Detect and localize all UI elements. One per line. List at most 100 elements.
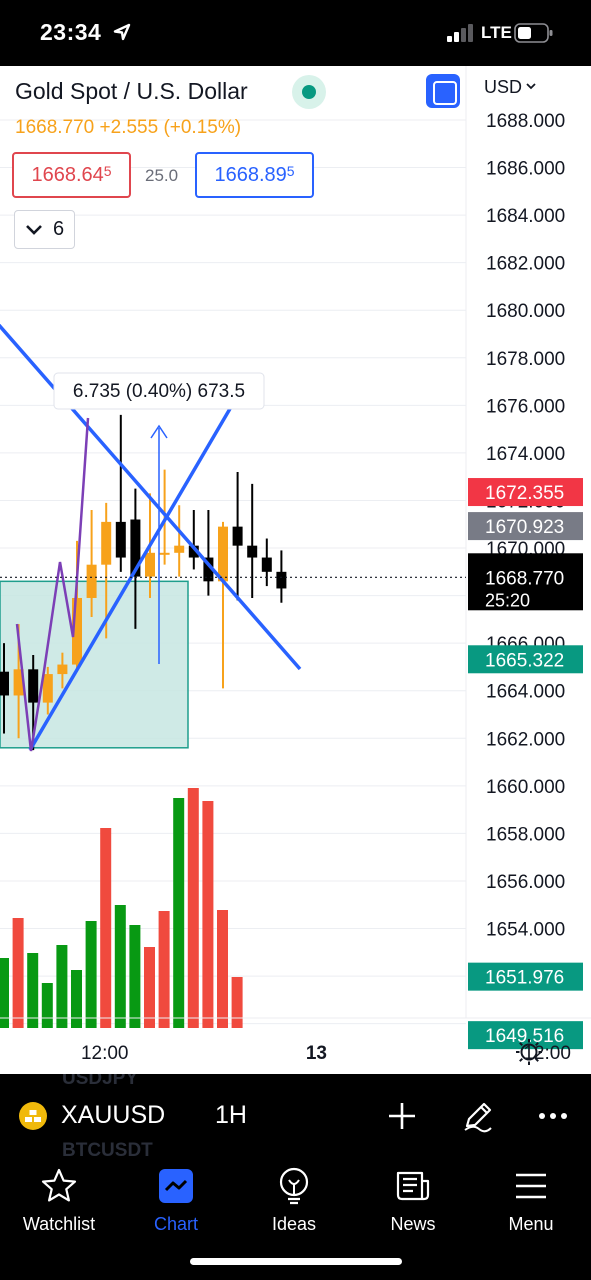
candle-body (145, 552, 155, 577)
candle (247, 483, 258, 598)
volume-bar (144, 947, 155, 1028)
star-icon (41, 1168, 77, 1202)
drawing-tools-button[interactable] (458, 1096, 498, 1136)
ask-pip: 5 (286, 163, 295, 179)
bid-pip: 5 (103, 163, 112, 179)
volume-bars (0, 788, 243, 1028)
price-label-text: 1670.923 (485, 517, 564, 538)
network-type: LTE (481, 23, 512, 42)
candle (101, 502, 112, 639)
price-labels: 1672.355 1670.923 1665.322 1651.976 1649.516… (468, 478, 583, 1050)
candle-body (86, 564, 97, 598)
price-label-badge (468, 645, 583, 674)
chevron-down-icon (26, 224, 42, 235)
price-tick-label: 1684.000 (486, 206, 565, 227)
time-axis: 12:00 13 12:00 (0, 1017, 591, 1065)
battery-icon (514, 23, 553, 43)
tab-news[interactable]: News (363, 1166, 463, 1235)
currency-label: USD (484, 77, 523, 97)
chart-area[interactable]: 6.735 (0.40%) 673.5 1688.000 1686.000 1684… (0, 66, 591, 1074)
volume-bar (41, 983, 53, 1028)
chart-settings-icon[interactable] (516, 1039, 542, 1065)
add-button[interactable] (382, 1096, 422, 1136)
tab-ideas[interactable]: Ideas (244, 1166, 344, 1235)
tab-label: Chart (153, 1214, 198, 1234)
ask-price: 1668.89 (214, 163, 287, 186)
current-price-badge (468, 553, 583, 611)
chart-canvas[interactable]: 6.735 (0.40%) 673.5 1688.000 1686.000 1684… (0, 66, 591, 1074)
pen-icon (464, 1102, 492, 1133)
price-label-text: 1672.355 (485, 483, 564, 504)
volume-bar (158, 911, 170, 1028)
indicators-toggle[interactable]: 6 (14, 210, 75, 249)
currency-selector[interactable]: USD (484, 77, 537, 98)
volume-bar (114, 905, 126, 1028)
interval-selector[interactable]: 1H (215, 1101, 247, 1129)
candle (218, 521, 228, 689)
volume-bar (85, 921, 97, 1028)
price-tick-label: 1656.000 (486, 872, 565, 893)
menu-icon (516, 1173, 546, 1199)
signal-bars-icon (447, 24, 473, 42)
candle-body (174, 545, 185, 553)
volume-bar (0, 958, 9, 1028)
volume-bar (27, 953, 39, 1028)
price-label-text: 1665.322 (485, 650, 564, 671)
status-bar: 23:34 LTE (0, 0, 591, 66)
gold-bars-icon (19, 1102, 47, 1130)
bid-price: 1668.64 (31, 163, 104, 186)
price-tick-label: 1676.000 (486, 396, 565, 417)
candle-body (247, 545, 258, 558)
measure-tooltip (53, 372, 265, 410)
more-button[interactable] (533, 1096, 573, 1136)
candle-body (232, 526, 243, 546)
candle (261, 538, 272, 587)
volume-bar (56, 945, 68, 1028)
candle-body (42, 674, 53, 703)
candle-body (218, 526, 228, 582)
drawings: 6.735 (0.40%) 673.5 (0, 323, 466, 752)
trend-line-down (0, 323, 302, 671)
candle (232, 471, 243, 601)
buy-button[interactable]: 1668.89 5 (195, 152, 314, 198)
price-tick-label: 1688.000 (486, 111, 565, 132)
chevron-down-icon (526, 83, 536, 90)
price-label-badge (468, 512, 583, 541)
price-tick-label: 1658.000 (486, 824, 565, 845)
settings-icon-circle (520, 1043, 538, 1061)
spread-value: 25.0 (145, 166, 179, 185)
candle-body (276, 571, 287, 589)
volume-bar (100, 828, 112, 1028)
bar-countdown-text: 25:20 (485, 590, 530, 610)
tab-chart[interactable]: Chart (126, 1166, 226, 1235)
tab-label: Menu (508, 1214, 554, 1234)
candle-body (203, 557, 214, 582)
tab-watchlist[interactable]: Watchlist (9, 1166, 109, 1235)
candle-body (130, 519, 141, 577)
symbol-selector[interactable]: XAUUSD (61, 1101, 166, 1129)
market-open-indicator (292, 75, 326, 109)
candle (174, 505, 185, 577)
settings-icon-ray (519, 1042, 523, 1046)
trend-line-up (28, 406, 233, 751)
home-indicator (190, 1258, 402, 1265)
status-time: 23:34 (40, 19, 102, 45)
candle-body (72, 597, 82, 665)
settings-icon-ray (519, 1058, 523, 1062)
price-tick-label: 1660.000 (486, 777, 565, 798)
fullscreen-button[interactable] (426, 74, 460, 108)
candle-body (115, 521, 126, 558)
candle (86, 509, 97, 618)
volume-bar (12, 918, 24, 1028)
volume-bar (217, 910, 228, 1028)
sell-button[interactable]: 1668.64 5 (12, 152, 131, 198)
candle-body (159, 552, 170, 555)
candle (130, 488, 141, 629)
tab-menu[interactable]: Menu (481, 1166, 581, 1235)
price-tick-label: 1682.000 (486, 254, 565, 275)
symbol-title[interactable]: Gold Spot / U.S. Dollar (15, 78, 248, 104)
tab-label: News (390, 1214, 436, 1234)
settings-icon-ray (535, 1058, 539, 1062)
scroll-ghost-symbol: USDJPY (62, 1074, 139, 1089)
candles (0, 414, 287, 751)
